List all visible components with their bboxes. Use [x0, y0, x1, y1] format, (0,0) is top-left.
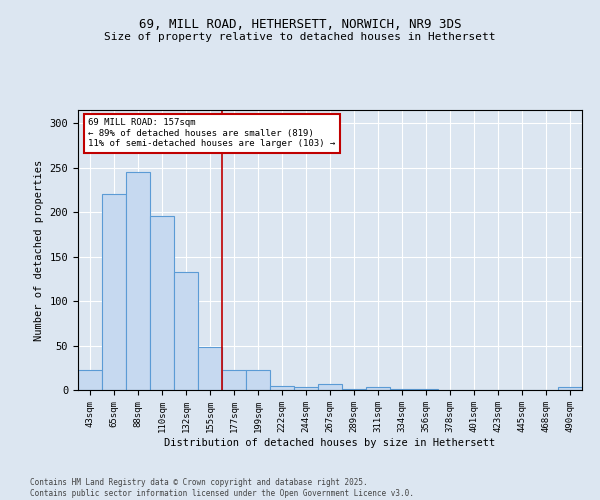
Bar [414, 389, 438, 390]
Text: 69, MILL ROAD, HETHERSETT, NORWICH, NR9 3DS: 69, MILL ROAD, HETHERSETT, NORWICH, NR9 … [139, 18, 461, 30]
X-axis label: Distribution of detached houses by size in Hethersett: Distribution of detached houses by size … [164, 438, 496, 448]
Text: 69 MILL ROAD: 157sqm
← 89% of detached houses are smaller (819)
11% of semi-deta: 69 MILL ROAD: 157sqm ← 89% of detached h… [88, 118, 335, 148]
Bar [366, 388, 390, 390]
Bar [78, 370, 102, 390]
Bar [102, 194, 126, 390]
Y-axis label: Number of detached properties: Number of detached properties [34, 160, 44, 340]
Bar [342, 389, 366, 390]
Bar [126, 172, 150, 390]
Bar [270, 386, 294, 390]
Bar [222, 370, 246, 390]
Text: Contains HM Land Registry data © Crown copyright and database right 2025.
Contai: Contains HM Land Registry data © Crown c… [30, 478, 414, 498]
Bar [198, 348, 222, 390]
Bar [150, 216, 174, 390]
Bar [558, 388, 582, 390]
Bar [246, 370, 270, 390]
Text: Size of property relative to detached houses in Hethersett: Size of property relative to detached ho… [104, 32, 496, 42]
Bar [390, 389, 414, 390]
Bar [174, 272, 198, 390]
Bar [318, 384, 342, 390]
Bar [294, 388, 318, 390]
